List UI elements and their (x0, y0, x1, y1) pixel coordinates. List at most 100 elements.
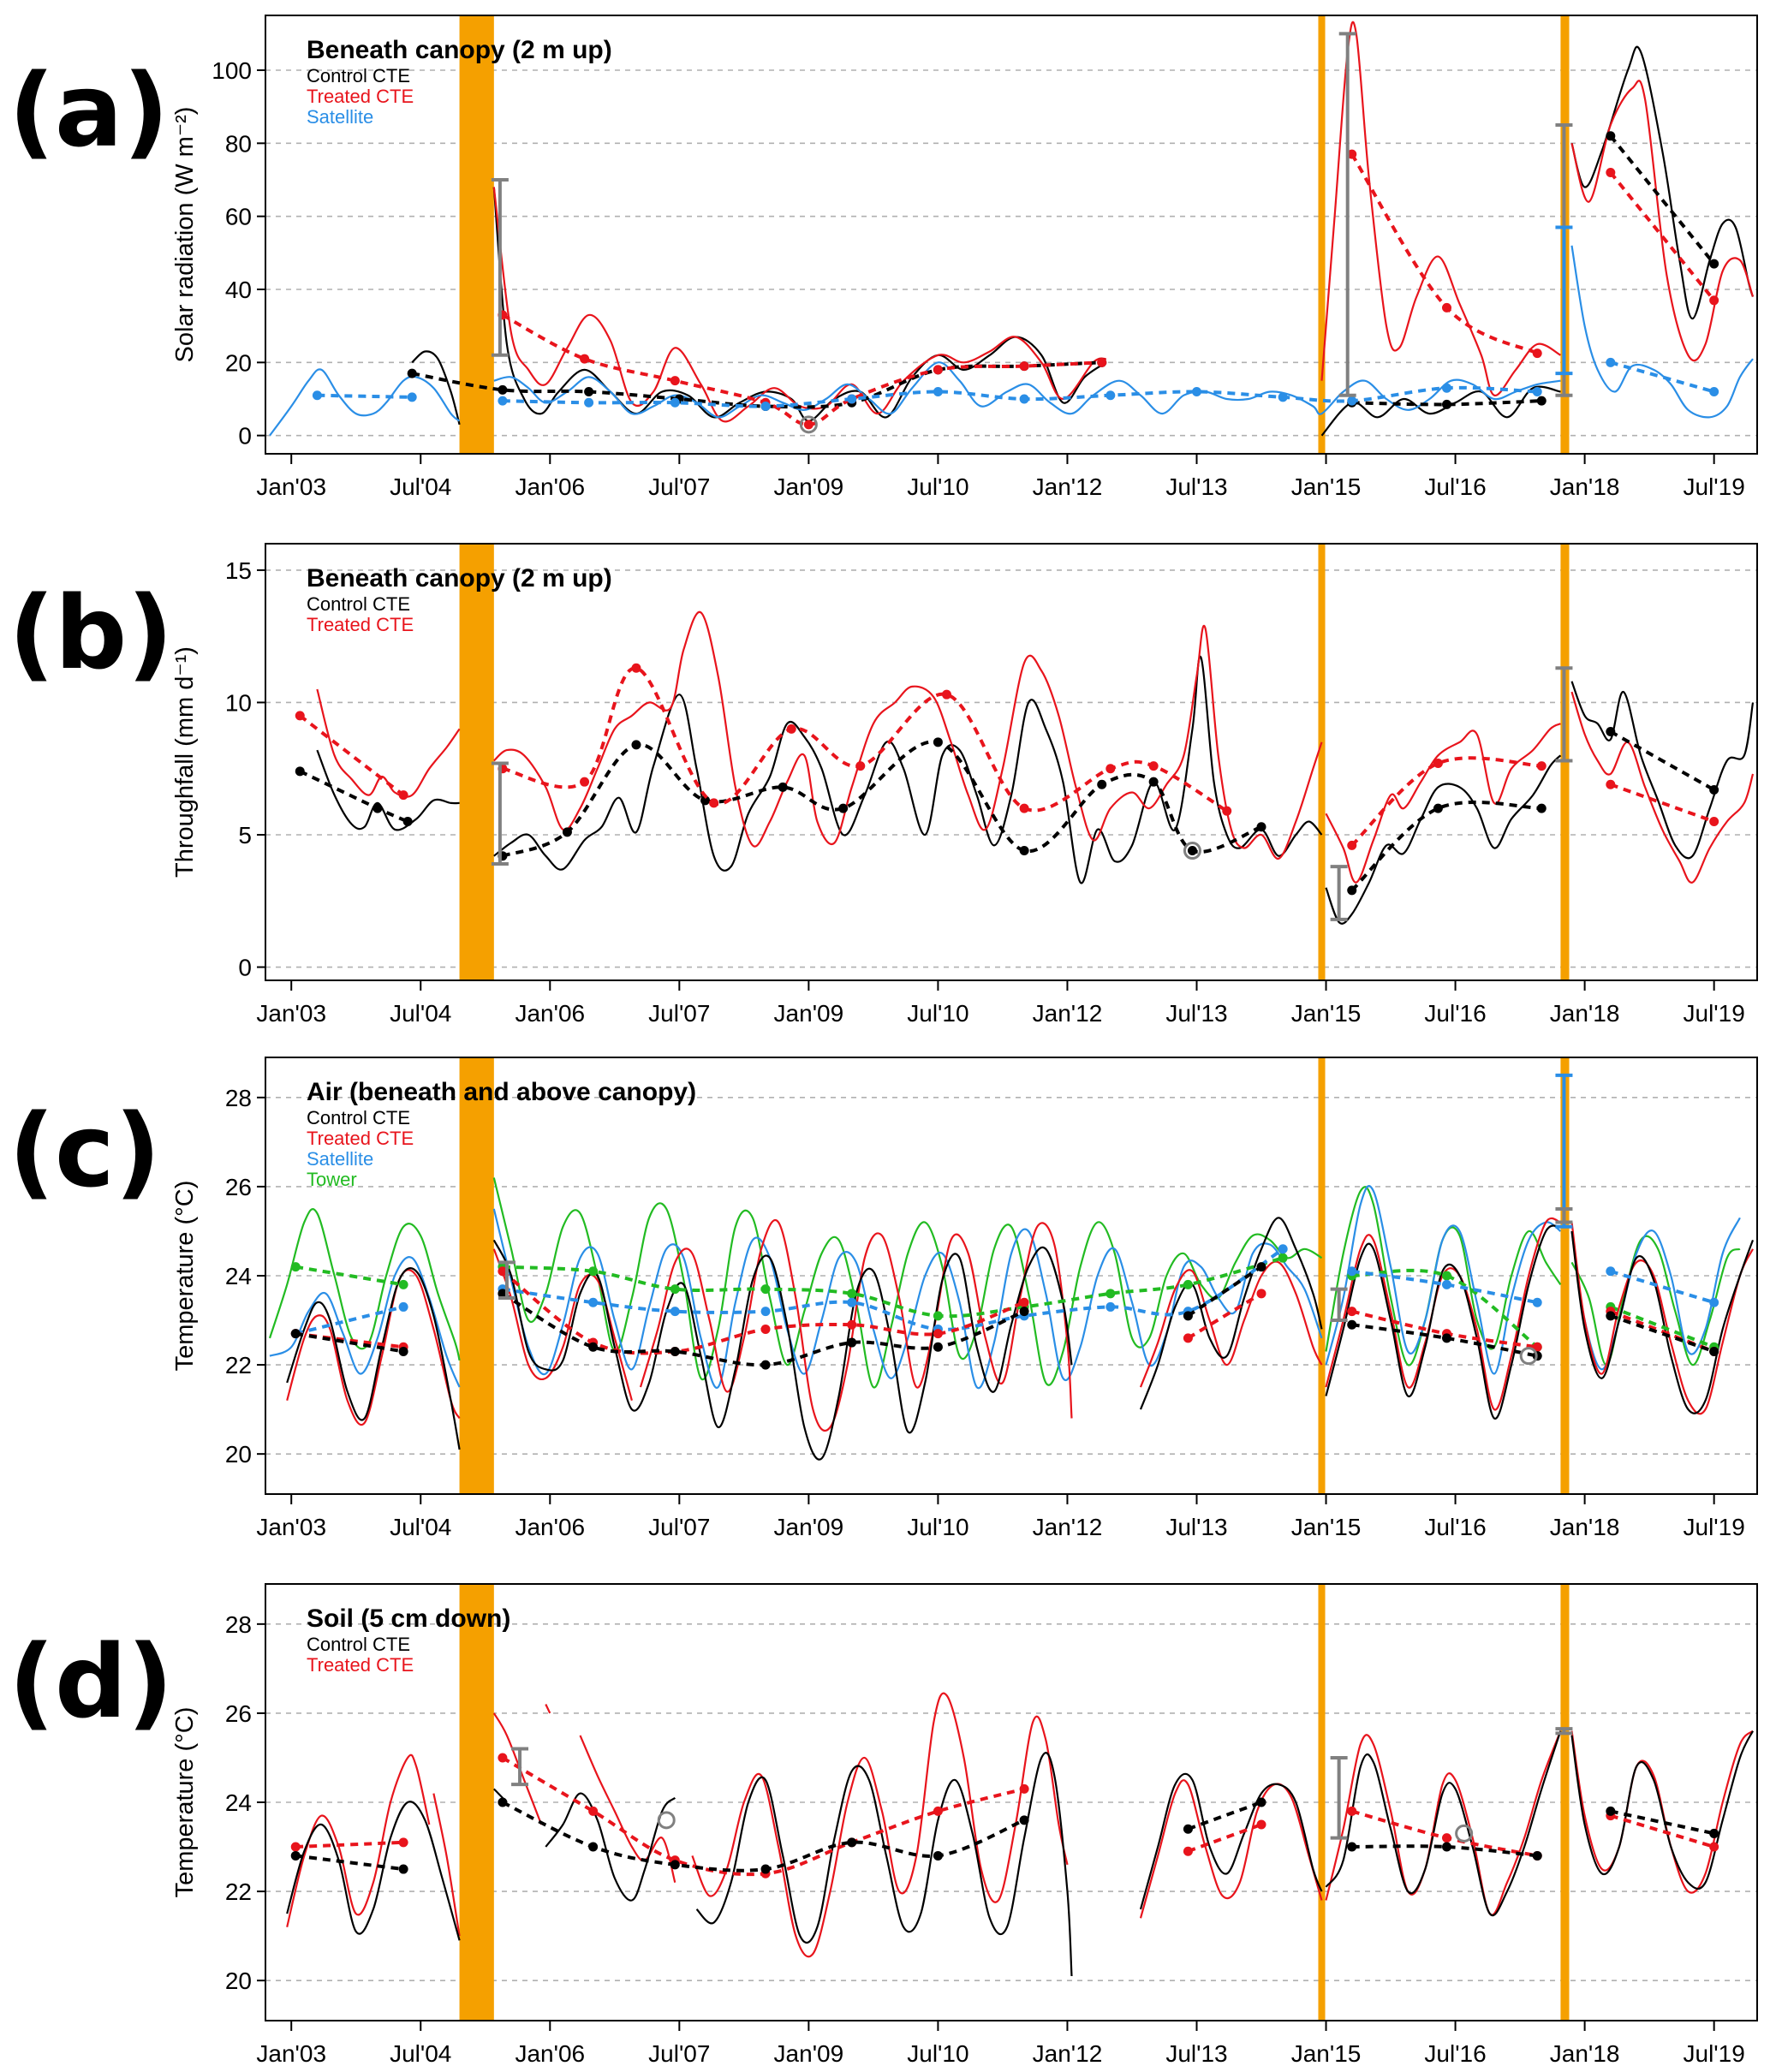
disturbance-band-wide (459, 15, 494, 454)
error-bar (1555, 666, 1573, 763)
x-tick-label: Jul'16 (1424, 1514, 1486, 1540)
x-tick-label: Jul'10 (907, 2040, 968, 2067)
y-tick-label: 100 (212, 57, 252, 84)
mean-line-treated (295, 1840, 404, 1849)
series-line-control (286, 1801, 461, 1941)
mean-point-treated (1709, 1842, 1719, 1852)
gridlines (265, 1623, 1757, 1981)
x-tick-label: Jul'16 (1424, 2040, 1486, 2067)
mean-point-control (1709, 1828, 1719, 1838)
mean-point-control (1019, 846, 1029, 856)
mean-point-tower (290, 1262, 301, 1272)
series-line-control (492, 187, 1107, 422)
mean-point-treated (1347, 1806, 1357, 1816)
x-tick-label: Jan'12 (1033, 1514, 1103, 1540)
mean-line-satellite (1610, 360, 1715, 394)
disturbance-band-wide (459, 544, 494, 980)
mean-point-control (670, 1860, 680, 1870)
legend-entry-tower: Tower (307, 1169, 357, 1190)
mean-line-control (295, 1331, 404, 1354)
x-tick-label: Jul'10 (907, 1514, 968, 1540)
x-tick-label: Jan'09 (774, 1514, 844, 1540)
error-bar (498, 1260, 516, 1301)
panel-letter: (a) (9, 51, 170, 170)
mean-point-control (631, 740, 641, 750)
mean-point-control (1019, 1815, 1029, 1825)
y-tick-label: 26 (225, 1174, 252, 1200)
mean-point-treated (580, 354, 590, 364)
panel-title: Beneath canopy (2 m up) (307, 36, 612, 64)
mean-point-satellite (847, 394, 857, 404)
x-tick-label: Jul'04 (390, 1000, 451, 1027)
mean-point-control (933, 1342, 943, 1352)
x-tick-label: Jan'12 (1033, 1000, 1103, 1027)
mean-point-control (1709, 1346, 1719, 1356)
series-line-control (1570, 681, 1755, 860)
x-tick-label: Jan'03 (256, 1000, 326, 1027)
plot-area (295, 544, 1755, 980)
mean-point-satellite (407, 392, 417, 402)
x-tick-label: Jul'07 (648, 2040, 710, 2067)
mean-line-treated (299, 714, 405, 797)
error-bar (1555, 1206, 1573, 1224)
mean-point-control (290, 1329, 301, 1339)
series-line-control (1570, 45, 1755, 320)
x-tick-label: Jan'15 (1291, 473, 1362, 500)
mean-point-satellite (760, 1307, 771, 1317)
x-tick-label: Jan'09 (774, 473, 844, 500)
error-bar (511, 1747, 529, 1787)
y-tick-label: 20 (225, 1441, 252, 1468)
series-line-satellite (492, 1208, 1323, 1390)
series-line-treated (492, 187, 1107, 423)
mean-point-control (1347, 1319, 1357, 1330)
mean-point-tower (588, 1266, 599, 1277)
x-tick-label: Jan'06 (515, 1000, 585, 1027)
x-tick-label: Jan'06 (515, 473, 585, 500)
mean-line-treated (295, 1331, 404, 1349)
mean-point-control (372, 803, 383, 813)
mean-point-treated (1106, 764, 1116, 774)
disturbance-band-wide (459, 1057, 494, 1494)
mean-point-satellite (398, 1301, 408, 1312)
series-line-tower (492, 1177, 1323, 1389)
series-line-treated (639, 1219, 1073, 1432)
series-line-treated (1570, 691, 1755, 884)
series-line-treated (1570, 1222, 1754, 1415)
mean-point-treated (398, 790, 408, 801)
error-bar (1555, 1073, 1573, 1229)
panel-title: Air (beneath and above canopy) (307, 1078, 696, 1106)
x-tick-label: Jan'15 (1291, 2040, 1362, 2067)
mean-point-control (398, 1864, 408, 1874)
series-line-treated (492, 1712, 543, 1825)
plot-area (268, 1057, 1755, 1494)
series-line-treated (432, 1793, 461, 1937)
mean-point-treated (1183, 1333, 1193, 1343)
plot-area (269, 15, 1755, 454)
series-line-control (1570, 1230, 1755, 1414)
series-line-satellite (1570, 245, 1754, 419)
legend-entry-control: Control CTE (307, 593, 410, 615)
gridlines (265, 569, 1757, 968)
mean-point-treated (670, 376, 680, 386)
mean-point-control (1347, 1842, 1357, 1852)
x-tick-label: Jan'15 (1291, 1000, 1362, 1027)
mean-point-control (670, 1346, 680, 1356)
panel-letter: (d) (9, 1622, 173, 1741)
series-line-control (1320, 385, 1561, 437)
series-line-treated (1139, 1779, 1323, 1919)
x-tick-label: Jan'15 (1291, 1514, 1362, 1540)
mean-point-control (290, 1850, 301, 1861)
mean-line-satellite (317, 393, 413, 399)
y-tick-label: 22 (225, 1352, 252, 1378)
x-tick-label: Jan'12 (1033, 2040, 1103, 2067)
mean-point-control (1256, 822, 1266, 832)
error-bar (1555, 225, 1573, 376)
legend-entry-control: Control CTE (307, 1634, 410, 1655)
mean-point-satellite (1442, 1279, 1452, 1289)
y-tick-label: 26 (225, 1700, 252, 1727)
x-tick-label: Jul'16 (1424, 1000, 1486, 1027)
mean-point-treated (1019, 1783, 1029, 1794)
gridlines (265, 69, 1757, 437)
mean-point-treated (1148, 761, 1159, 771)
mean-point-control (1187, 846, 1197, 856)
